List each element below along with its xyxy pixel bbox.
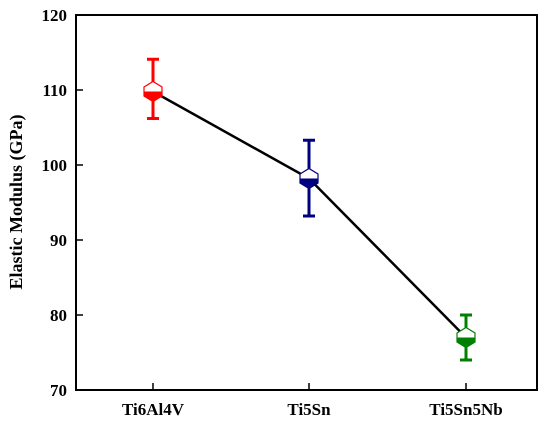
marker-fill — [144, 91, 162, 102]
marker-outline — [143, 80, 163, 103]
y-axis-ticks: 70 80 90 100 110 120 — [42, 6, 83, 400]
y-tick-label: 120 — [42, 6, 68, 25]
y-axis-label: Elastic Modulus (GPa) — [6, 114, 27, 289]
y-tick-label: 70 — [50, 381, 67, 400]
marker-outline — [299, 167, 319, 190]
y-tick-label: 100 — [42, 156, 68, 175]
data-point-ti5sn — [299, 138, 319, 218]
data-point-ti6al4v — [143, 57, 163, 120]
y-tick-label: 80 — [50, 306, 67, 325]
marker-fill — [457, 337, 475, 348]
x-axis-ticks: Ti6Al4V Ti5Sn Ti5Sn5Nb — [122, 383, 503, 419]
data-points — [143, 57, 476, 362]
plot-frame — [75, 14, 538, 391]
marker-outline — [456, 326, 476, 349]
y-tick-label: 110 — [42, 81, 67, 100]
x-tick-label: Ti5Sn — [287, 400, 331, 419]
y-tick-label: 90 — [50, 231, 67, 250]
data-point-ti5sn5nb — [456, 313, 476, 362]
marker-fill — [300, 178, 318, 189]
x-tick-label: Ti5Sn5Nb — [429, 400, 502, 419]
x-tick-label: Ti6Al4V — [122, 400, 185, 419]
